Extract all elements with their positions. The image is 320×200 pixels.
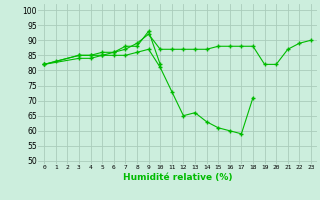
X-axis label: Humidité relative (%): Humidité relative (%) — [123, 173, 232, 182]
